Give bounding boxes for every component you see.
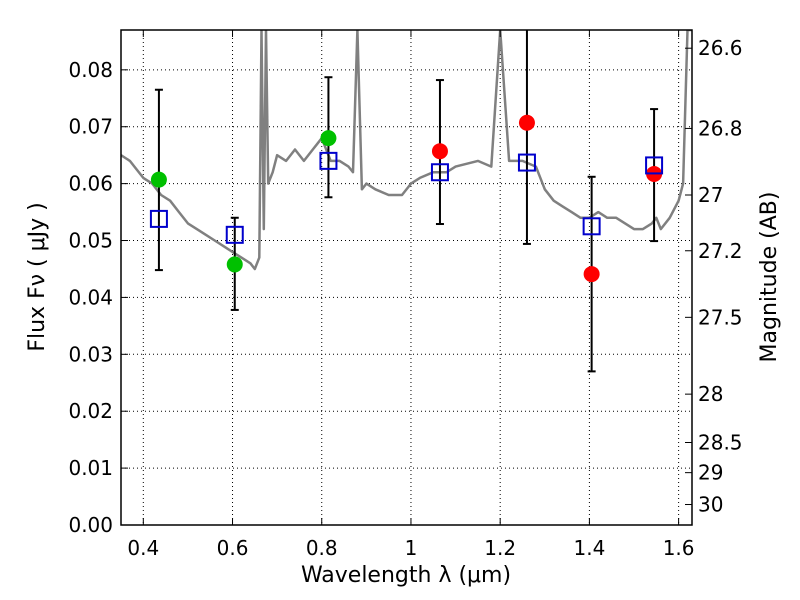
y-tick-label: 0.03	[68, 342, 113, 366]
y2-tick-label: 30	[698, 493, 723, 517]
x-tick-label: 0.4	[127, 536, 159, 560]
x-tick-label: 1.4	[573, 536, 605, 560]
y2-tick-label: 28.5	[698, 431, 743, 455]
y2-axis-label: Magnitude (AB)	[757, 192, 782, 363]
y-tick-label: 0.06	[68, 172, 113, 196]
blue-square-point	[582, 217, 601, 236]
x-tick-label: 1.2	[484, 536, 516, 560]
x-tick-label: 1	[405, 536, 418, 560]
green-circle-point	[226, 256, 243, 273]
x-tick-label: 1.6	[663, 536, 695, 560]
blue-square-point	[319, 151, 338, 170]
sed-line	[121, 30, 692, 271]
x-tick-label: 0.8	[306, 536, 338, 560]
red-circle-point	[518, 114, 535, 131]
y2-tick-label: 28	[698, 382, 723, 406]
y2-tick-label: 27	[698, 183, 723, 207]
y-tick-label: 0.02	[68, 399, 113, 423]
grid-lines	[121, 30, 692, 526]
blue-square-point	[430, 163, 449, 182]
y2-tick-label: 27.5	[698, 305, 743, 329]
blue-square-point	[149, 209, 168, 228]
error-bars	[154, 30, 659, 373]
y2-tick-label: 27.2	[698, 239, 743, 263]
data-markers	[149, 114, 664, 283]
y2-tick-label: 26.8	[698, 116, 743, 140]
plot-border	[120, 29, 693, 526]
blue-square-point	[517, 153, 536, 172]
y-tick-label: 0.04	[68, 285, 113, 309]
y-tick-label: 0.00	[68, 513, 113, 537]
red-circle-point	[583, 266, 600, 283]
y-axis-label: Flux Fν ( μJy )	[25, 202, 50, 351]
y-tick-label: 0.01	[68, 456, 113, 480]
green-circle-point	[320, 130, 337, 147]
axis-ticks: 0.4 0.6 0.8 1 1.2 1.4 1.6 0.00 0.01 0.02 0.03 0.04 0…	[68, 30, 743, 560]
y-tick-label: 0.08	[68, 58, 113, 82]
sed-curve	[121, 30, 692, 271]
y-tick-label: 0.05	[68, 229, 113, 253]
y-tick-label: 0.07	[68, 115, 113, 139]
blue-square-point	[645, 156, 664, 175]
x-tick-label: 0.6	[217, 536, 249, 560]
red-circle-point	[431, 143, 448, 160]
blue-square-point	[225, 225, 244, 244]
x-axis-label: Wavelength λ (μm)	[301, 563, 511, 588]
green-circle-point	[150, 171, 167, 188]
plot-frame	[120, 29, 693, 526]
y2-tick-label: 26.6	[698, 36, 743, 60]
y2-tick-label: 29	[698, 461, 723, 485]
